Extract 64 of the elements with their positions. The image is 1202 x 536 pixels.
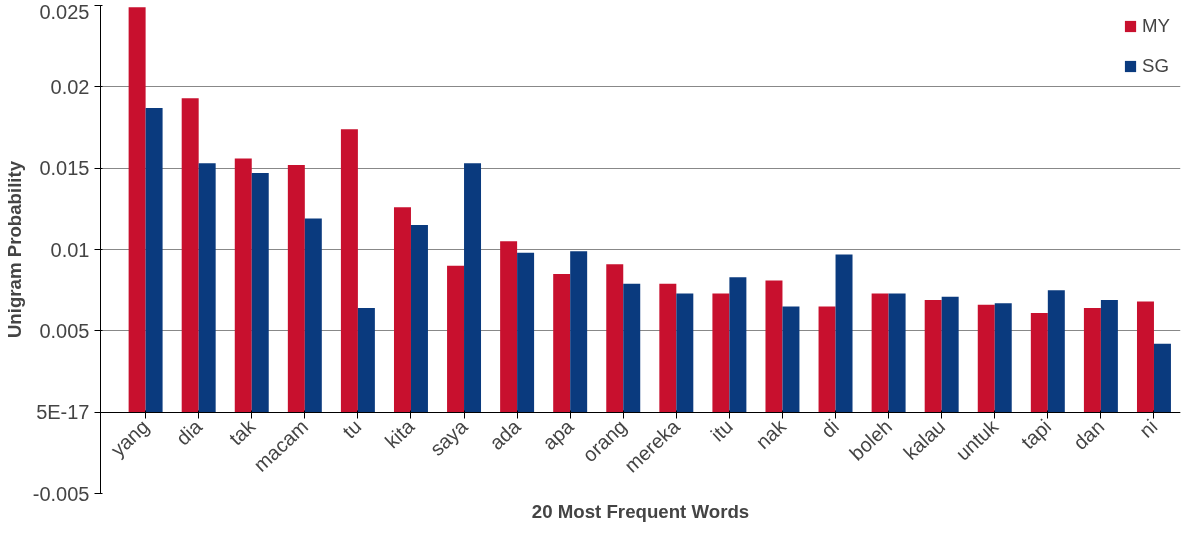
bar	[410, 225, 428, 413]
bar	[1030, 312, 1048, 413]
x-axis-title: 20 Most Frequent Words	[531, 500, 750, 522]
y-tick-label: -0.005	[32, 482, 90, 505]
bar	[145, 107, 163, 413]
y-tick-label: 5E-17	[36, 401, 90, 424]
y-axis-title: Unigram Probability	[3, 160, 25, 339]
bar	[464, 163, 482, 413]
x-tick-label: nak	[751, 414, 791, 454]
y-tick-label: 0.025	[39, 0, 90, 23]
x-tick-label: itu	[706, 415, 737, 446]
bar	[1136, 301, 1154, 413]
bar	[447, 265, 465, 413]
bar	[517, 252, 535, 413]
y-tick-label: 0.005	[39, 319, 90, 342]
bar	[977, 304, 995, 413]
legend-label: MY	[1142, 15, 1170, 37]
bar	[765, 280, 783, 413]
bar	[924, 299, 942, 413]
bar	[304, 218, 322, 413]
bar	[234, 158, 252, 413]
bar	[287, 164, 305, 413]
x-tick-label: saya	[425, 414, 473, 461]
bar	[553, 273, 571, 413]
bar	[251, 173, 269, 413]
legend-label: SG	[1142, 55, 1169, 77]
x-tick-label: dan	[1068, 415, 1109, 454]
x-tick-label: dia	[171, 414, 207, 450]
x-tick-label: di	[816, 415, 844, 442]
x-tick-label: kita	[380, 414, 420, 453]
x-tick-label: ada	[485, 414, 526, 454]
y-tick-label: 0.01	[50, 238, 90, 261]
bar	[606, 264, 624, 413]
bar	[835, 254, 853, 413]
x-tick-label: tapi	[1016, 415, 1056, 454]
bar	[659, 283, 677, 413]
x-tick-label: ni	[1135, 415, 1162, 442]
bar	[712, 293, 730, 413]
bar	[676, 293, 694, 413]
bar	[198, 163, 216, 413]
bar	[1047, 290, 1065, 413]
bar	[357, 308, 375, 413]
bar	[393, 207, 411, 413]
bar	[1100, 299, 1118, 413]
bar	[181, 98, 199, 413]
bar	[782, 306, 800, 413]
y-tick-label: 0.02	[50, 75, 90, 98]
y-tick-label: 0.015	[39, 157, 90, 180]
bar	[729, 277, 747, 413]
bar	[871, 293, 889, 413]
bar	[500, 241, 518, 413]
bar	[941, 296, 959, 413]
bar	[570, 251, 588, 413]
bar	[340, 129, 358, 413]
x-tick-label: apa	[538, 414, 579, 454]
bar	[623, 283, 641, 413]
bar	[1153, 343, 1171, 413]
bar	[818, 306, 836, 413]
bar	[994, 303, 1012, 413]
x-tick-label: tu	[338, 415, 366, 443]
bar	[888, 293, 906, 413]
bar	[1083, 308, 1101, 413]
x-tick-label: tak	[224, 414, 260, 450]
bar	[128, 7, 146, 413]
